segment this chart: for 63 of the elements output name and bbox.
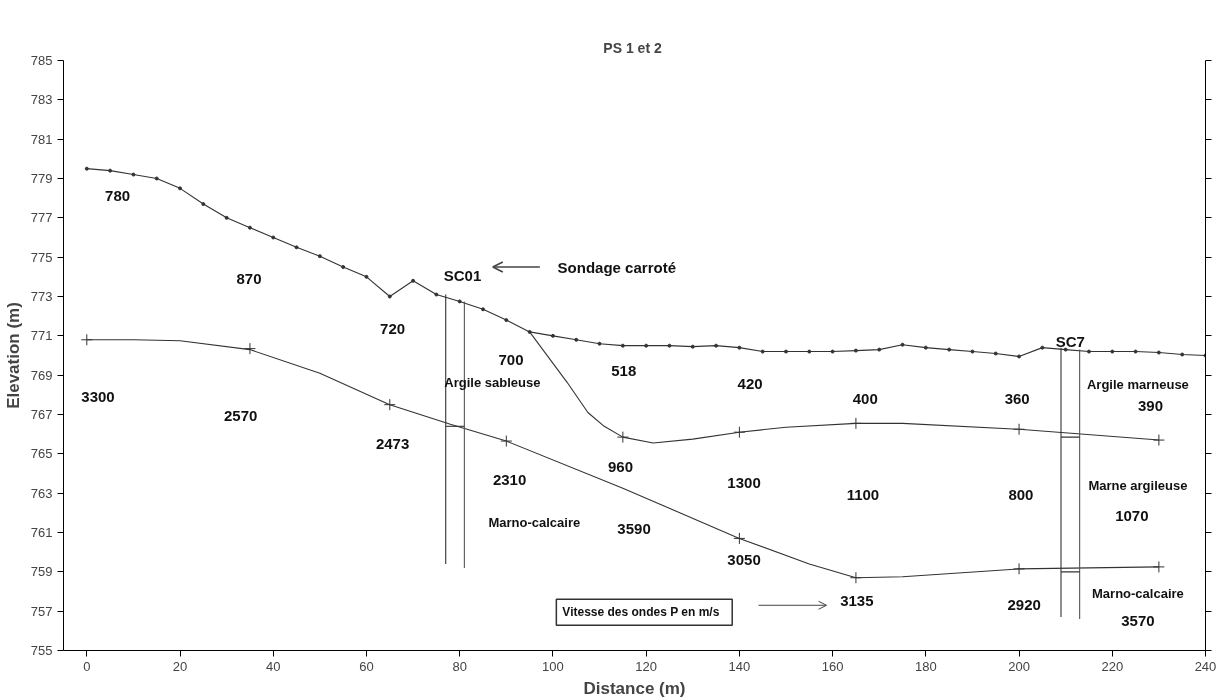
annotation: 2473: [375, 435, 410, 452]
x-tick-label: 220: [1101, 658, 1124, 674]
y-tick-label: 757: [30, 603, 53, 619]
annotation: SC7: [1055, 333, 1085, 351]
y-tick-label: 771: [30, 328, 53, 344]
y-tick-label: 755: [30, 643, 53, 658]
x-tick-label: 100: [542, 658, 564, 674]
annotation: 960: [608, 457, 634, 475]
y-tick-label: 759: [30, 564, 53, 580]
annotation: 800: [1008, 486, 1034, 504]
y-tick-label: 779: [30, 171, 53, 186]
annotation: 3050: [727, 551, 761, 569]
x-tick-label: 40: [266, 658, 281, 674]
annotation: 1300: [727, 474, 761, 492]
y-tick-label: 775: [30, 249, 53, 265]
x-axis-title: Distance (m): [583, 678, 686, 698]
annotation: Vitesse des ondes P en m/s: [562, 605, 720, 620]
y-tick-label: 763: [30, 485, 53, 501]
annotation: Marno-calcaire: [1092, 585, 1184, 601]
y-tick-label: 769: [30, 367, 53, 383]
annotation: 3570: [1121, 612, 1155, 629]
annotation: 3590: [617, 519, 651, 537]
x-tick-label: 0: [83, 658, 91, 674]
annotation: Marno-calcaire: [488, 515, 581, 531]
annotation: 420: [737, 375, 763, 393]
annotation: 518: [611, 362, 637, 380]
y-tick-label: 767: [30, 407, 53, 422]
x-tick-label: 140: [728, 658, 751, 674]
annotation: 360: [1004, 389, 1030, 407]
annotation: 720: [380, 319, 406, 337]
annotation: 1100: [846, 486, 880, 504]
y-tick-label: 773: [30, 289, 53, 304]
x-tick-label: 20: [172, 658, 188, 674]
annotation: 2920: [1007, 596, 1041, 614]
annotation: Sondage carroté: [557, 258, 676, 276]
y-tick-label: 765: [30, 446, 53, 462]
x-tick-label: 60: [359, 658, 374, 674]
annotation: 700: [498, 351, 524, 369]
x-tick-label: 80: [452, 658, 467, 674]
x-tick-label: 200: [1008, 658, 1030, 674]
y-tick-label: 783: [30, 92, 53, 108]
x-tick-label: 240: [1194, 658, 1217, 674]
annotation: 1070: [1115, 506, 1149, 524]
annotation: Marne argileuse: [1088, 477, 1188, 493]
annotation: 390: [1137, 396, 1164, 414]
y-tick-label: 777: [30, 210, 53, 226]
chart-title: PS 1 et 2: [603, 39, 662, 56]
annotation: 870: [236, 269, 262, 287]
x-tick-label: 120: [635, 658, 658, 674]
annotation: SC01: [443, 267, 482, 285]
x-tick-label: 160: [821, 658, 844, 674]
y-tick-label: 761: [30, 525, 53, 540]
annotation: Argile marneuse: [1086, 376, 1189, 392]
y-axis-title: Elevation (m): [3, 302, 23, 409]
annotation: 780: [105, 187, 131, 205]
annotation: 2310: [492, 471, 527, 489]
annotation: 3135: [840, 592, 874, 610]
x-tick-label: 180: [914, 658, 937, 674]
annotation: 3300: [81, 387, 115, 405]
annotation: 2570: [223, 407, 258, 425]
y-tick-label: 781: [30, 131, 53, 147]
annotation: 400: [852, 389, 878, 407]
y-tick-label: 785: [30, 53, 53, 68]
